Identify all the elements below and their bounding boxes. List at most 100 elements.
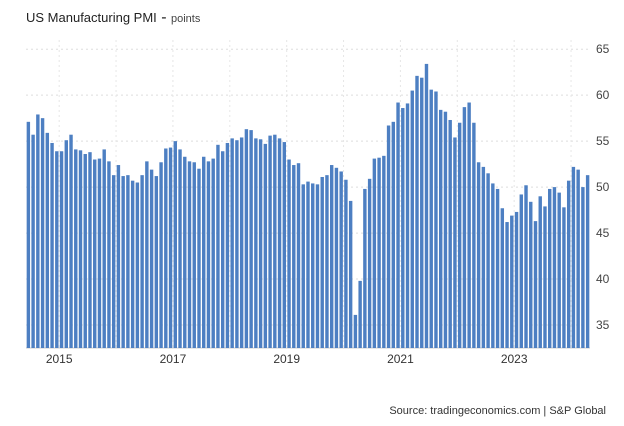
bar	[472, 122, 476, 348]
bar	[164, 148, 168, 348]
bar	[486, 173, 490, 348]
y-axis: 35 40 45 50 55 60 65	[596, 42, 610, 332]
bar	[178, 149, 182, 348]
bar	[448, 119, 452, 349]
bar	[97, 158, 102, 348]
bar	[491, 183, 495, 348]
bar	[273, 134, 277, 348]
y-tick-label: 55	[596, 134, 610, 148]
bar	[415, 75, 419, 349]
bar-series	[26, 63, 590, 349]
bar	[524, 185, 528, 348]
bar	[377, 157, 381, 348]
bar	[571, 166, 576, 348]
bar	[154, 176, 159, 348]
bar	[55, 151, 59, 348]
bar	[78, 150, 83, 348]
x-tick-label: 2023	[501, 352, 528, 366]
bar	[495, 188, 500, 348]
bar	[476, 162, 481, 348]
bar	[457, 122, 462, 348]
bar	[40, 118, 45, 349]
x-tick-label: 2019	[273, 352, 300, 366]
bar	[514, 211, 519, 348]
bar	[292, 165, 296, 348]
bar	[206, 161, 211, 348]
bar	[401, 108, 405, 348]
bar	[36, 114, 40, 348]
bar	[420, 77, 424, 348]
bar	[439, 109, 443, 349]
x-tick-label: 2021	[387, 352, 414, 366]
bar	[434, 91, 438, 349]
y-tick-label: 60	[596, 88, 610, 102]
bar	[538, 196, 542, 348]
bar	[254, 138, 258, 348]
bar	[576, 169, 580, 348]
bar	[50, 142, 54, 348]
bar	[529, 201, 533, 348]
bar	[344, 179, 348, 348]
bar	[88, 152, 92, 348]
bar	[320, 176, 324, 348]
bar	[348, 200, 353, 348]
bar	[353, 314, 358, 348]
bar	[102, 149, 106, 348]
bar	[410, 90, 414, 348]
bar	[481, 166, 486, 348]
bar	[116, 165, 121, 348]
bar	[301, 184, 305, 348]
bar	[83, 154, 87, 348]
bar	[211, 158, 215, 348]
bar	[424, 63, 429, 349]
bar	[107, 161, 111, 348]
bar	[183, 156, 187, 348]
bar	[149, 169, 154, 348]
bar	[277, 138, 282, 348]
bar	[230, 138, 234, 348]
bar	[239, 137, 244, 348]
bar	[505, 222, 509, 348]
bar	[552, 187, 557, 348]
y-tick-label: 35	[596, 318, 610, 332]
bar	[382, 155, 386, 348]
bar	[462, 107, 467, 349]
bar	[225, 142, 230, 348]
x-tick-label: 2015	[46, 352, 73, 366]
bar	[220, 151, 225, 348]
bar	[197, 168, 201, 348]
bar	[296, 163, 301, 348]
bar	[306, 181, 310, 348]
bar	[311, 183, 315, 348]
bar	[372, 158, 377, 348]
bar-chart: 35 40 45 50 55 60 65 2015 2017 2019 2021 2023	[26, 40, 610, 366]
chart-unit: points	[171, 13, 201, 25]
x-tick-label: 2017	[160, 352, 187, 366]
bar	[339, 171, 343, 348]
bar	[145, 161, 149, 348]
bar	[69, 134, 73, 348]
bar	[135, 182, 140, 348]
bar	[187, 161, 192, 348]
bar	[59, 151, 64, 348]
x-axis: 2015 2017 2019 2021 2023	[46, 352, 528, 366]
bar	[467, 102, 471, 349]
y-tick-label: 65	[596, 42, 610, 56]
bar	[74, 149, 78, 348]
bar	[358, 280, 362, 348]
bar	[581, 187, 585, 348]
bar	[31, 134, 35, 348]
chart-title-text: US Manufacturing PMI	[26, 10, 157, 25]
bar	[287, 159, 291, 348]
bar	[325, 175, 329, 348]
bar	[249, 130, 253, 348]
y-tick-label: 45	[596, 226, 610, 240]
bar	[543, 206, 547, 348]
bar	[500, 208, 505, 348]
bar	[202, 156, 206, 348]
bar	[443, 111, 448, 349]
bar	[429, 89, 433, 349]
bar	[391, 121, 396, 348]
bar	[64, 140, 68, 348]
bar	[386, 125, 391, 348]
